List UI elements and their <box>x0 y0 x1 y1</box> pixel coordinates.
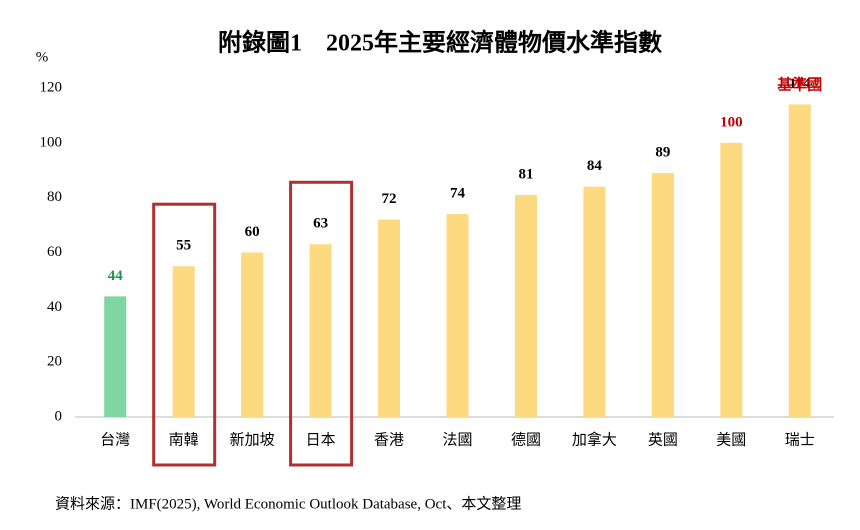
x-tick-label: 香港 <box>374 431 404 448</box>
x-tick-label: 日本 <box>306 431 336 448</box>
x-tick-label: 台灣 <box>100 431 130 448</box>
x-tick-label: 德國 <box>511 430 541 448</box>
bar <box>651 172 674 417</box>
y-tick-label: 20 <box>47 354 62 370</box>
highlight-box <box>152 202 217 467</box>
bar <box>720 142 743 418</box>
bar <box>788 104 811 417</box>
value-label: 63 <box>313 216 328 232</box>
x-tick-label: 英國 <box>648 430 678 448</box>
x-tick-label: 瑞士 <box>785 431 815 448</box>
value-label: 74 <box>450 186 466 202</box>
value-label: 44 <box>108 268 124 284</box>
x-tick-label: 法國 <box>442 431 472 448</box>
y-tick-label: 0 <box>55 408 63 424</box>
highlight-box <box>289 180 354 467</box>
x-tick-label: 新加坡 <box>230 431 275 448</box>
y-tick-label: 40 <box>47 299 62 315</box>
y-axis-label: % <box>36 49 49 65</box>
value-label: 100 <box>720 114 743 130</box>
value-label: 84 <box>587 158 603 174</box>
chart-title: 附錄圖1 2025年主要經濟體物價水準指數 <box>218 29 662 57</box>
source-note: 資料來源：IMF(2025), World Economic Outlook D… <box>55 495 521 512</box>
bar <box>446 214 469 417</box>
value-label: 60 <box>245 224 260 240</box>
x-tick-label: 南韓 <box>169 431 199 448</box>
bar <box>583 186 606 417</box>
annotation: 基準國 <box>776 75 822 93</box>
bar <box>241 252 264 417</box>
bar <box>378 219 401 417</box>
bar <box>172 266 195 417</box>
bar <box>514 194 537 417</box>
y-tick-label: 120 <box>40 79 63 95</box>
value-label: 55 <box>176 238 191 254</box>
value-label: 114 <box>789 76 811 92</box>
value-label: 81 <box>518 166 533 182</box>
bar <box>309 244 332 417</box>
y-tick-label: 100 <box>40 134 63 150</box>
y-tick-label: 60 <box>47 244 62 260</box>
value-label: 89 <box>655 144 670 160</box>
y-tick-label: 80 <box>47 189 62 205</box>
x-tick-label: 加拿大 <box>572 430 617 448</box>
x-tick-label: 美國 <box>716 431 746 448</box>
value-label: 72 <box>382 191 397 207</box>
bar <box>104 296 127 417</box>
